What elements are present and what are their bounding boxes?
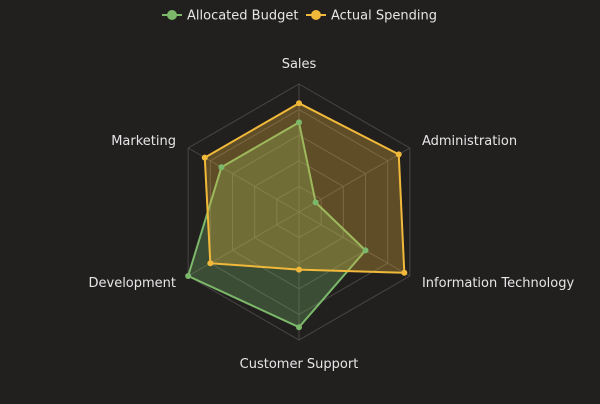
data-point-allocated-budget — [312, 199, 319, 206]
legend-label: Allocated Budget — [187, 9, 298, 24]
axis-label: Marketing — [111, 134, 176, 149]
data-point-actual-spending — [296, 266, 302, 273]
axis-label: Information Technology — [422, 276, 575, 291]
data-point-allocated-budget — [218, 164, 225, 171]
data-point-allocated-budget — [185, 273, 192, 279]
data-point-actual-spending — [395, 151, 402, 158]
data-point-actual-spending — [207, 260, 214, 267]
axis-spoke — [298, 211, 411, 277]
legend-label: Actual Spending — [331, 9, 437, 24]
data-point-actual-spending — [201, 154, 208, 161]
data-point-actual-spending — [296, 100, 302, 107]
legend-marker — [311, 10, 321, 20]
legend-marker — [167, 10, 177, 20]
data-point-allocated-budget — [362, 247, 369, 254]
series-area-actual-spending — [203, 102, 406, 274]
data-point-actual-spending — [401, 269, 408, 276]
data-point-allocated-budget — [296, 324, 302, 331]
radar-series — [185, 100, 408, 331]
legend-item-actual-spending: Actual Spending — [306, 9, 437, 24]
legend-item-allocated-budget: Allocated Budget — [162, 9, 298, 24]
axis-label: Sales — [282, 57, 317, 72]
axis-labels: Sales Administration Information Technolog… — [89, 57, 575, 372]
axis-label: Development — [89, 276, 177, 291]
data-point-allocated-budget — [296, 119, 302, 126]
legend: Allocated Budget Actual Spending — [162, 9, 437, 24]
axis-spoke — [187, 211, 300, 277]
axis-label: Administration — [422, 134, 517, 149]
axis-label: Customer Support — [240, 357, 359, 372]
